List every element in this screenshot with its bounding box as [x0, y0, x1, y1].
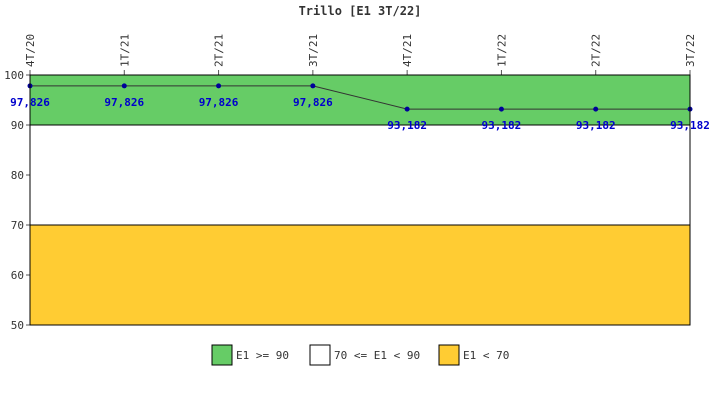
y-tick-label: 80 — [11, 169, 24, 182]
data-point — [498, 106, 504, 112]
legend: E1 >= 90 70 <= E1 < 90 E1 < 70 — [211, 344, 509, 366]
legend-swatch — [438, 344, 460, 366]
x-tick-label: 4T/20 — [24, 34, 37, 67]
band-1 — [29, 124, 691, 226]
y-tick-label: 90 — [11, 119, 24, 132]
legend-swatch — [211, 344, 233, 366]
y-axis: 50 60 70 80 90 100 — [4, 69, 30, 332]
y-tick-label: 60 — [11, 269, 24, 282]
chart-title: Trillo [E1 3T/22] — [299, 4, 422, 18]
y-tick-label: 100 — [4, 69, 24, 82]
band-2 — [29, 224, 691, 326]
data-point — [593, 106, 599, 112]
plot-frame — [29, 74, 691, 326]
x-tick-label: 1T/21 — [118, 34, 131, 67]
y-tick-label: 70 — [11, 219, 24, 232]
legend-label: 70 <= E1 < 90 — [334, 349, 420, 362]
threshold-bands — [29, 74, 691, 326]
data-label: 97,826 — [199, 96, 239, 109]
data-label: 97,826 — [104, 96, 144, 109]
data-point — [404, 106, 410, 112]
x-tick-label: 1T/22 — [495, 34, 508, 67]
x-tick-label: 3T/22 — [684, 34, 697, 67]
data-label: 93,182 — [387, 119, 427, 132]
x-tick-label: 3T/21 — [307, 34, 320, 67]
x-tick-label: 4T/21 — [401, 34, 414, 67]
plot-border — [29, 74, 691, 326]
x-axis: 4T/20 1T/21 2T/21 3T/21 4T/21 1T/22 2T/22 3T/22 — [24, 34, 697, 75]
y-tick-label: 50 — [11, 319, 24, 332]
data-label: 93,182 — [576, 119, 616, 132]
data-label: 93,182 — [482, 119, 522, 132]
series-line — [30, 85, 690, 110]
x-tick-label: 2T/22 — [590, 34, 603, 67]
legend-label: E1 < 70 — [463, 349, 509, 362]
data-point — [121, 83, 127, 89]
data-label: 97,826 — [293, 96, 333, 109]
x-tick-label: 2T/21 — [213, 34, 226, 67]
legend-label: E1 >= 90 — [236, 349, 289, 362]
data-point — [216, 83, 222, 89]
band-0 — [29, 74, 691, 126]
data-point — [310, 83, 316, 89]
legend-swatch — [309, 344, 331, 366]
